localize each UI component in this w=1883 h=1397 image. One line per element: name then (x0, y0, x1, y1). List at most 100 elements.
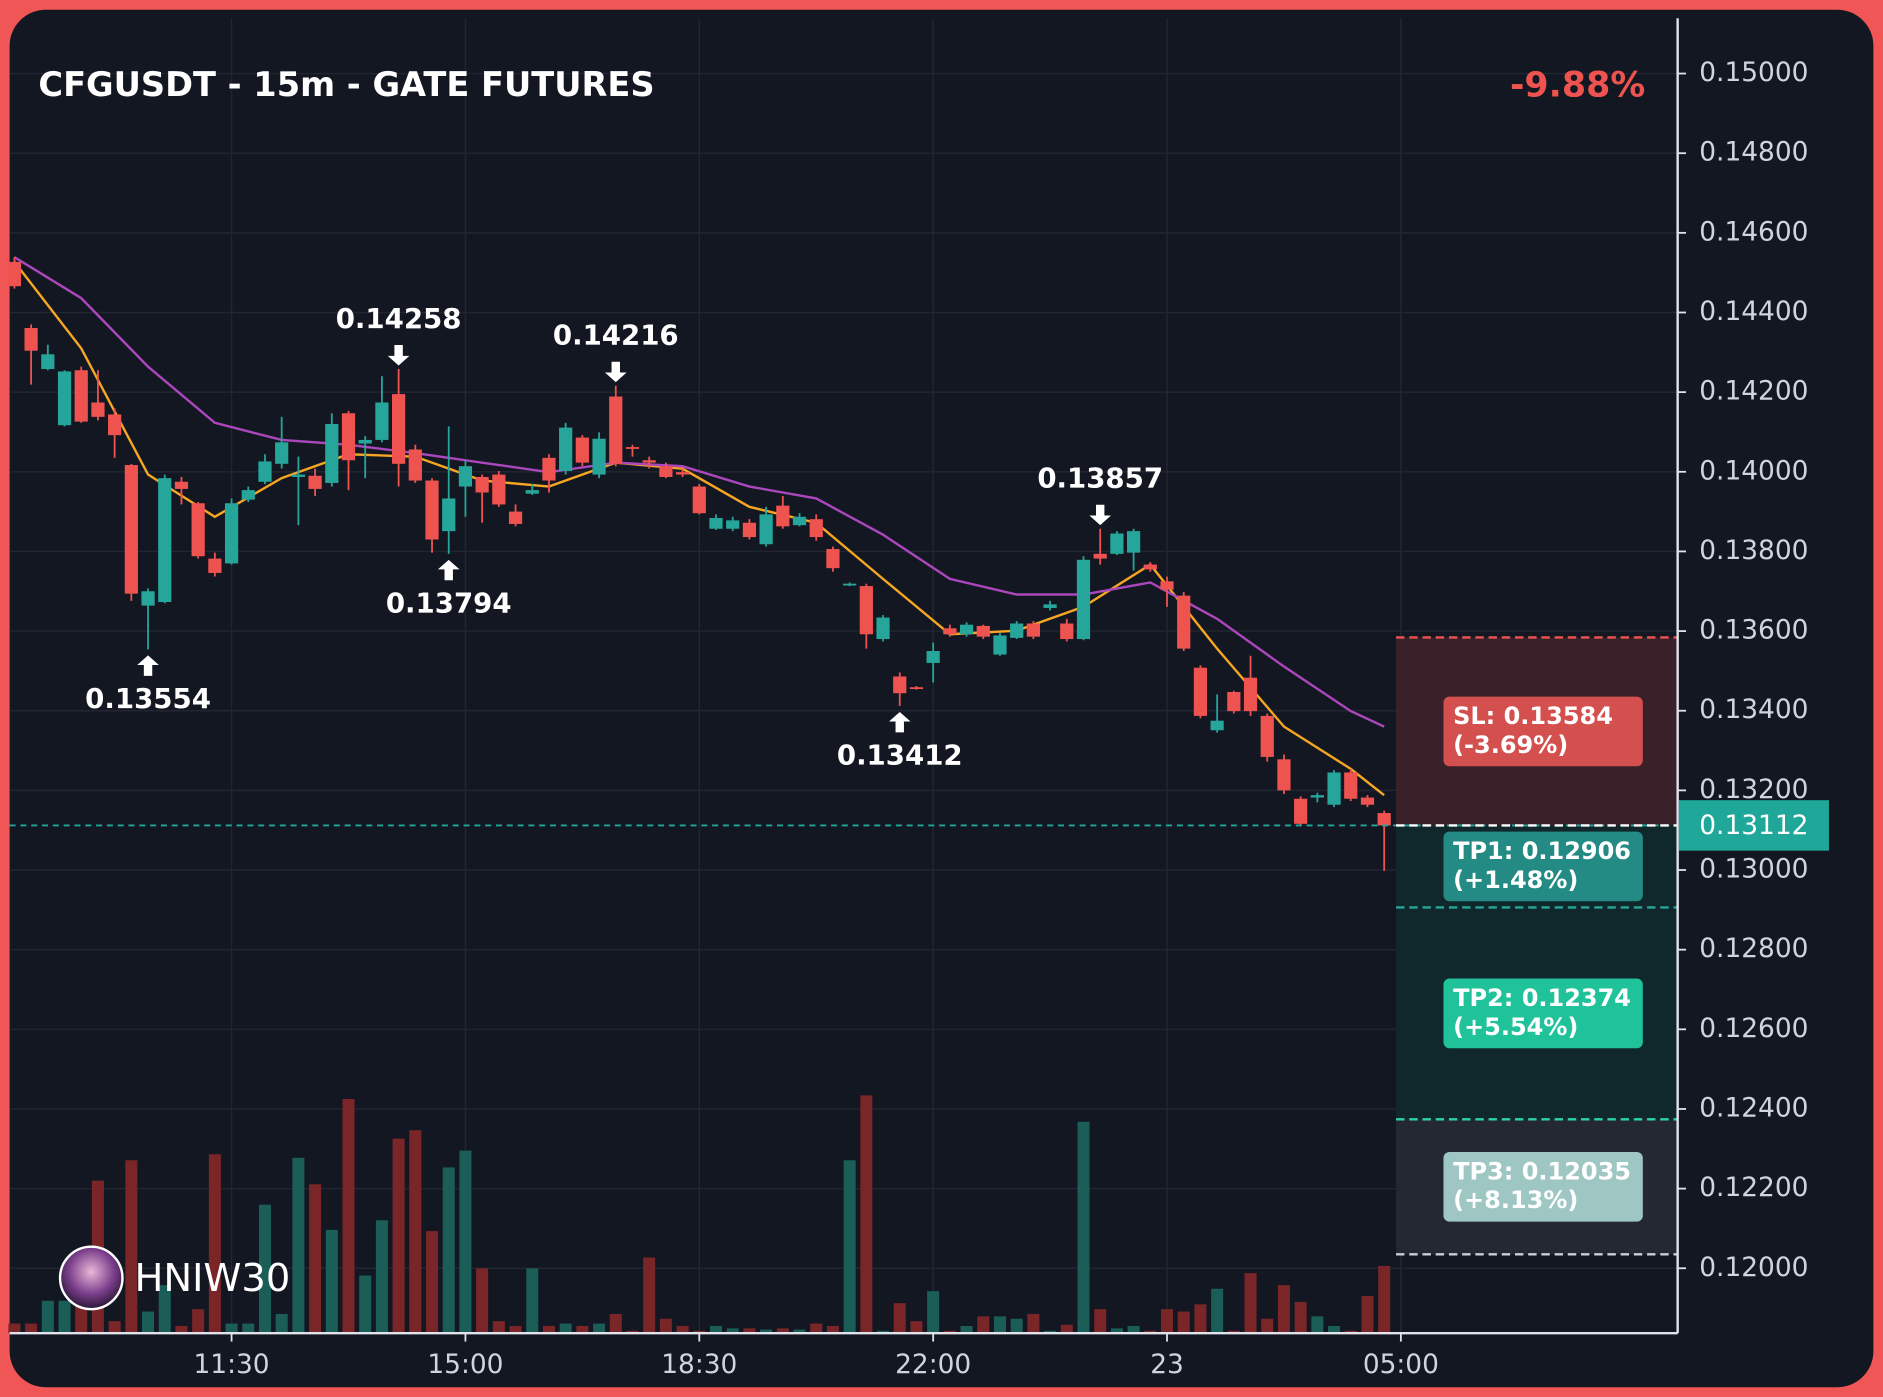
volume-bar (292, 1157, 305, 1334)
y-tick-label: 0.13000 (1699, 854, 1808, 885)
volume-bar (843, 1160, 856, 1334)
low-label: 0.13794 (386, 586, 512, 619)
volume-bar (726, 1328, 739, 1334)
candle-body (1193, 667, 1208, 716)
candle-body (642, 460, 656, 463)
candle-body (475, 476, 489, 493)
volume-bar (609, 1313, 622, 1334)
volume-bar (476, 1268, 489, 1334)
level-change: (+8.13%) (1453, 1186, 1578, 1214)
y-tick-label: 0.12400 (1699, 1092, 1808, 1123)
y-tick-label: 0.14000 (1699, 455, 1808, 486)
volume-bar (409, 1130, 422, 1334)
candle-body (1227, 692, 1241, 712)
candle-body (1143, 564, 1157, 570)
volume-bar (41, 1300, 54, 1334)
volume-bar (392, 1138, 405, 1334)
candle-body (792, 516, 807, 526)
volume-bar (75, 1303, 88, 1334)
candle-body (909, 687, 924, 690)
volume-bar (492, 1321, 505, 1334)
volume-bar (1177, 1311, 1190, 1334)
volume-bar (208, 1154, 221, 1334)
volume-bar (58, 1300, 71, 1334)
candle-body (625, 447, 640, 449)
volume-bar (760, 1329, 773, 1334)
candle-body (141, 591, 155, 606)
candle-body (208, 558, 222, 573)
candle-body (57, 371, 72, 426)
low-label: 0.13412 (837, 738, 963, 771)
volume-bar (1311, 1316, 1324, 1334)
volume-bar (526, 1268, 539, 1334)
candle-body (609, 396, 623, 464)
volume-bar (225, 1323, 238, 1334)
candle-body (559, 427, 573, 471)
y-tick-label: 0.13800 (1699, 535, 1808, 566)
candle-body (508, 511, 523, 524)
candle-body (826, 549, 840, 569)
candle-body (1360, 797, 1375, 805)
arrow (437, 559, 460, 581)
candle-body (91, 402, 105, 417)
arrow (604, 361, 627, 383)
x-tick-label: 05:00 (1363, 1349, 1439, 1380)
volume-bar (1110, 1328, 1123, 1334)
chart-title: CFGUSDT - 15m - GATE FUTURES (38, 65, 654, 104)
volume-bar (1194, 1304, 1207, 1334)
level-box (1443, 1151, 1643, 1222)
candle-body (1327, 772, 1341, 805)
x-tick-label: 15:00 (427, 1349, 503, 1380)
candle-body (442, 498, 456, 532)
volume-bar (1060, 1324, 1073, 1334)
volume-bar (676, 1325, 689, 1334)
volume-bar (793, 1329, 806, 1334)
candle-body (275, 442, 289, 464)
volume-bar (1010, 1318, 1023, 1334)
high-label: 0.13857 (1037, 461, 1163, 494)
plot: SL: 0.13584(-3.69%) TP1: 0.12906(+1.48%) T… (7, 18, 1829, 1380)
volume-bar (275, 1313, 288, 1334)
y-tick-label: 0.13400 (1699, 694, 1808, 725)
high-label: 0.14258 (336, 302, 462, 335)
volume-bar (776, 1328, 789, 1334)
volume-bar (593, 1323, 606, 1334)
candle-body (1277, 759, 1291, 791)
candle-body (1344, 772, 1358, 799)
volume-bar (960, 1325, 973, 1334)
volume-bar (442, 1167, 455, 1334)
candle-body (1260, 715, 1274, 757)
y-tick-label: 0.14200 (1699, 376, 1808, 407)
candle-body (158, 478, 172, 603)
candle-body (174, 481, 189, 489)
volume-bar (1094, 1309, 1107, 1334)
y-tick-label: 0.12000 (1699, 1252, 1808, 1283)
candle-body (1377, 813, 1391, 826)
volume-bar (1211, 1288, 1224, 1334)
x-tick-label: 22:00 (895, 1349, 971, 1380)
candle-body (959, 624, 974, 635)
volume-bar (860, 1095, 873, 1334)
candle-body (108, 414, 122, 436)
candle-body (776, 505, 790, 527)
candle-body (692, 486, 706, 514)
volume-bar (1294, 1301, 1307, 1334)
y-tick-label: 0.12200 (1699, 1172, 1808, 1203)
candle-body (1177, 595, 1191, 649)
y-tick-label: 0.13200 (1699, 774, 1808, 805)
candle-body (1010, 623, 1024, 638)
candle-body (1294, 798, 1308, 824)
candle-body (1210, 720, 1224, 731)
y-tick-label: 0.12800 (1699, 933, 1808, 964)
volume-bar (1261, 1318, 1274, 1334)
candle-body (1110, 533, 1124, 554)
candle-body (291, 474, 305, 477)
volume-bar (559, 1323, 572, 1334)
volume-bar (659, 1318, 672, 1334)
low-label: 0.13554 (85, 682, 211, 715)
candle-body (308, 475, 322, 489)
x-tick-label: 11:30 (194, 1349, 270, 1380)
candle-body (41, 354, 55, 370)
candle-body (458, 466, 473, 487)
volume-bar (25, 1323, 38, 1334)
